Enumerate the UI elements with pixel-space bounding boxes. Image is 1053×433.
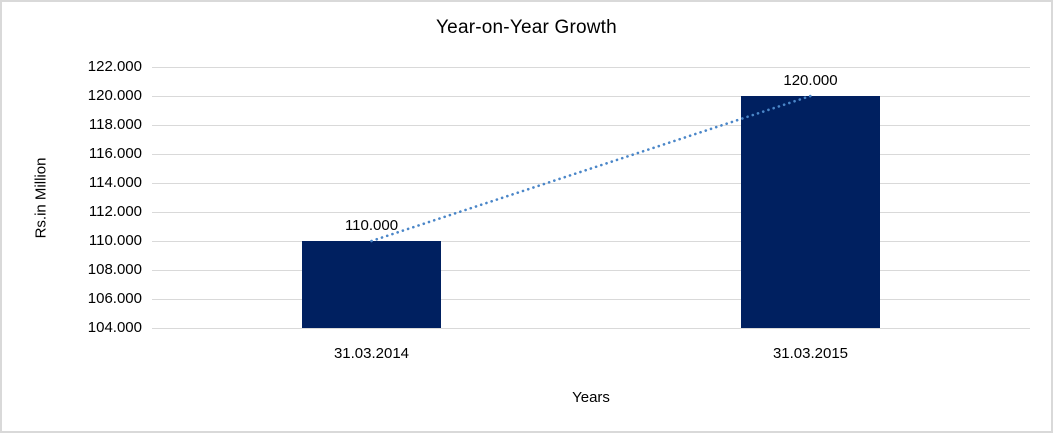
- y-tick-label: 112.000: [88, 203, 142, 220]
- gridline: [152, 124, 1030, 126]
- bar-31.03.2014: [302, 241, 441, 328]
- data-label: 110.000: [344, 217, 399, 234]
- chart-title: Year-on-Year Growth: [436, 17, 617, 38]
- plot-area: 110.000 120.000: [152, 66, 1030, 329]
- gridline: [152, 269, 1030, 271]
- gridline: [152, 95, 1030, 97]
- gridline: [152, 211, 1030, 213]
- y-tick-label: 110.000: [88, 232, 142, 249]
- x-tick-label: 31.03.2015: [772, 345, 849, 362]
- y-tick-label: 114.000: [88, 174, 142, 191]
- x-tick-label: 31.03.2014: [333, 345, 410, 362]
- y-tick-label: 108.000: [87, 261, 142, 278]
- y-tick-label: 120.000: [87, 87, 142, 104]
- x-axis-title: Years: [572, 389, 610, 406]
- y-tick-label: 118.000: [88, 116, 142, 133]
- gridline: [152, 298, 1030, 300]
- y-tick-label: 122.000: [87, 58, 142, 75]
- gridline: [152, 153, 1030, 155]
- y-tick-label: 106.000: [87, 290, 142, 307]
- y-tick-label: 116.000: [88, 145, 142, 162]
- gridline: [152, 66, 1030, 68]
- data-label: 120.000: [783, 72, 838, 89]
- gridline: [152, 327, 1030, 329]
- y-axis-title: Rs.in Million: [32, 157, 50, 239]
- y-tick-label: 104.000: [87, 319, 142, 336]
- trendline: [370, 94, 812, 243]
- gridline: [152, 240, 1030, 242]
- gridline: [152, 182, 1030, 184]
- bar-31.03.2015: [741, 96, 880, 328]
